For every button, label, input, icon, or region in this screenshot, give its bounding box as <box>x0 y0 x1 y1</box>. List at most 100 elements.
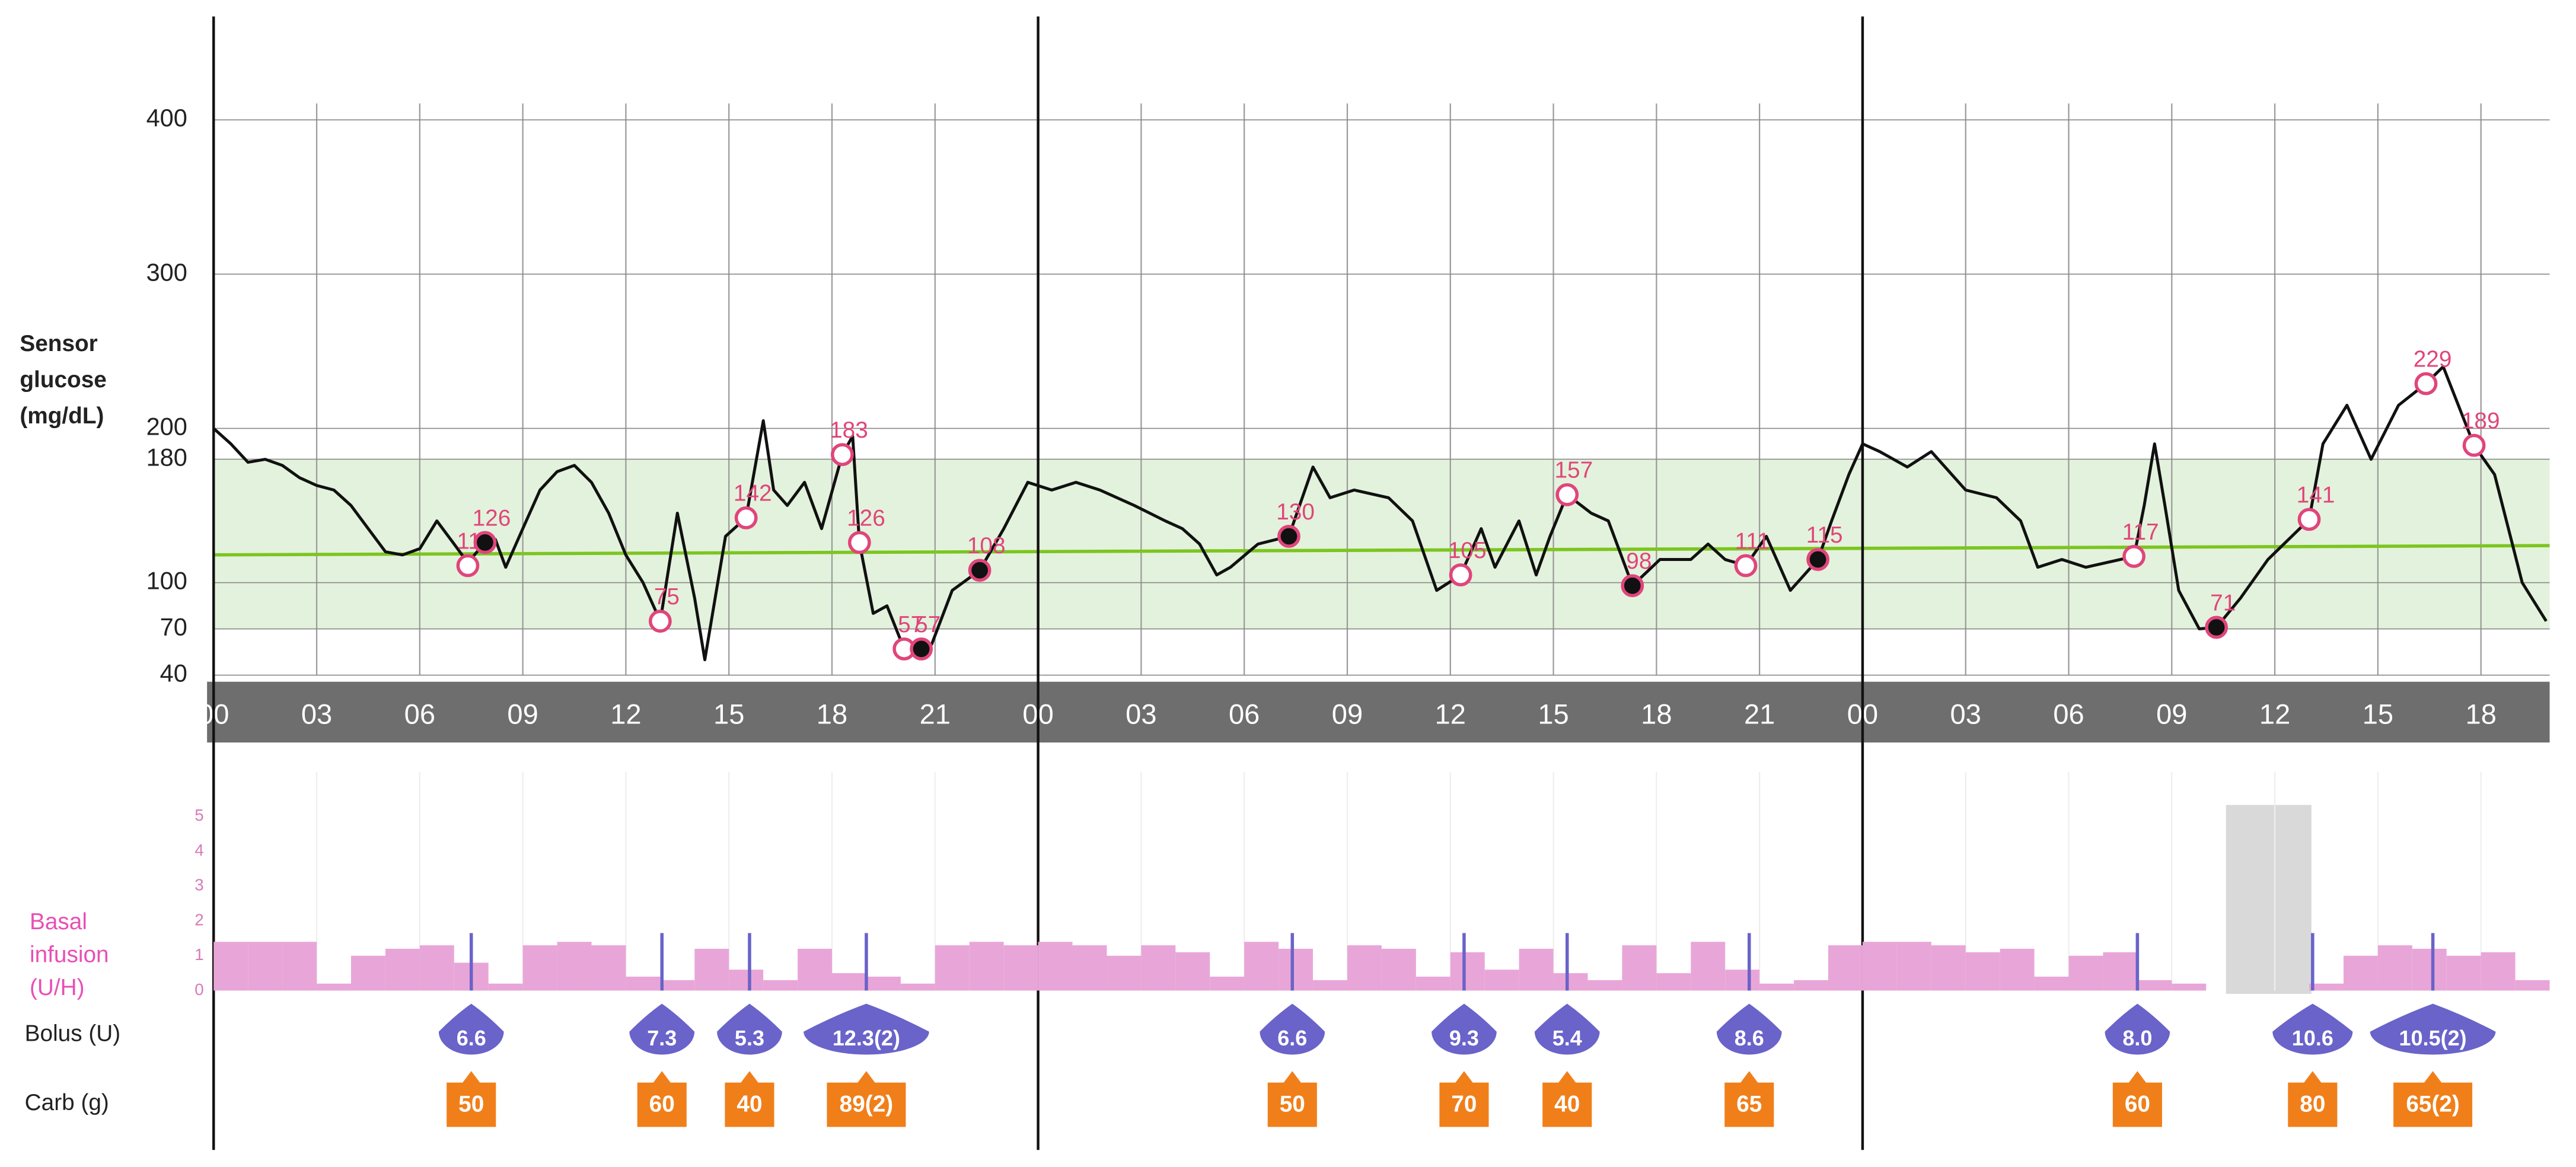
basal-bar <box>1175 952 1210 991</box>
carb-pointer <box>1557 1071 1577 1085</box>
x-tick-label: 06 <box>1229 698 1260 729</box>
basal-tick-label: 4 <box>195 841 203 859</box>
bolus-marker <box>438 1003 504 1055</box>
carb-marker <box>1724 1082 1774 1127</box>
x-tick-label: 15 <box>2363 698 2393 729</box>
basal-bar <box>2481 952 2516 991</box>
basal-bar <box>1381 948 1416 991</box>
x-tick-label: 15 <box>1538 698 1568 729</box>
basal-bar <box>1210 976 1245 991</box>
basal-label: Basal <box>30 909 87 935</box>
carb-label: 80 <box>2300 1092 2325 1117</box>
basal-bar <box>2515 980 2550 991</box>
x-tick-label: 12 <box>610 698 641 729</box>
basal-bar <box>1141 945 1176 991</box>
glucose-marker <box>1806 548 1830 571</box>
glucose-marker <box>2297 508 2321 531</box>
bolus-label: 8.0 <box>2122 1026 2152 1050</box>
basal-bar <box>317 983 351 991</box>
x-tick-label: 21 <box>920 698 951 729</box>
basal-bar <box>1828 945 1863 991</box>
bolus-marker <box>1534 1003 1600 1055</box>
x-tick-label: 09 <box>1332 698 1363 729</box>
glucose-marker <box>2414 372 2438 396</box>
basal-bar <box>1587 980 1622 991</box>
basal-bar <box>2446 955 2481 991</box>
glucose-line <box>212 365 2548 662</box>
basal-bar <box>1759 983 1794 991</box>
basal-bar <box>1622 945 1657 991</box>
carb-label: 40 <box>1554 1092 1580 1117</box>
basal-bar <box>282 942 317 991</box>
bolus-marker <box>1716 1003 1782 1055</box>
carb-label: 60 <box>2125 1092 2150 1117</box>
carb-label: 50 <box>458 1092 484 1117</box>
basal-bar <box>1038 942 1073 991</box>
y-tick-label: 40 <box>160 659 187 687</box>
basal-tick-label: 3 <box>195 876 203 894</box>
marker-label: 130 <box>1276 499 1315 525</box>
y-tick-label: 200 <box>146 412 187 440</box>
y-tick-label: 300 <box>146 258 187 286</box>
basal-bar <box>1862 942 1897 991</box>
basal-bar <box>248 942 283 991</box>
marker-label: 57 <box>898 612 923 637</box>
basal-bar <box>1896 942 1931 991</box>
carb-pointer <box>2422 1071 2443 1085</box>
glucose-label: glucose <box>20 367 107 393</box>
carb-marker <box>827 1082 906 1127</box>
carb-pointer <box>1454 1071 1474 1085</box>
basal-bar <box>557 942 592 991</box>
carb-marker <box>447 1082 496 1127</box>
carb-marker <box>725 1082 774 1127</box>
basal-bar <box>350 955 385 991</box>
x-tick-label: 12 <box>2259 698 2290 729</box>
basal-bar <box>2343 955 2378 991</box>
glucose-marker <box>1555 483 1579 506</box>
x-tick-label: 18 <box>1641 698 1672 729</box>
basal-bar <box>385 948 420 991</box>
basal-bar <box>2377 945 2412 991</box>
glucose-marker <box>1621 574 1644 598</box>
basal-bar <box>1415 976 1450 991</box>
basal-bar <box>900 983 935 991</box>
basal-bar <box>2000 948 2035 991</box>
glucose-marker <box>1734 554 1758 578</box>
basal-label: (U/H) <box>30 975 85 1000</box>
carb-label: 40 <box>737 1092 762 1117</box>
carb-marker <box>1439 1082 1489 1127</box>
carb-label: 60 <box>649 1092 675 1117</box>
x-tick-label: 03 <box>1126 698 1156 729</box>
bolus-marker <box>629 1003 695 1055</box>
target-range <box>213 459 2550 629</box>
marker-label: 98 <box>1626 549 1652 574</box>
bolus-label: Bolus (U) <box>25 1021 121 1047</box>
basal-bar <box>1107 955 1142 991</box>
bolus-label: 7.3 <box>647 1026 677 1050</box>
marker-label: 142 <box>734 481 772 506</box>
bolus-marker <box>1432 1003 1497 1055</box>
glucose-marker <box>830 443 854 467</box>
marker-label: 157 <box>1554 458 1593 483</box>
bolus-label: 6.6 <box>457 1026 486 1050</box>
basal-bar <box>1072 945 1107 991</box>
x-tick-label: 21 <box>1744 698 1775 729</box>
marker-label: 115 <box>1806 522 1843 548</box>
glucose-marker <box>910 637 933 661</box>
basal-bar <box>1003 945 1038 991</box>
carb-label: 50 <box>1280 1092 1305 1117</box>
glucose-marker <box>734 506 758 530</box>
y-tick-label: 100 <box>146 566 187 594</box>
glucose-marker <box>2205 616 2229 639</box>
marker-label: 117 <box>2122 519 2159 545</box>
marker-label: 183 <box>830 417 868 443</box>
basal-bar <box>935 945 970 991</box>
basal-bar <box>1553 973 1588 991</box>
bolus-label: 10.6 <box>2292 1026 2333 1050</box>
basal-bar <box>1656 973 1691 991</box>
marker-label: 108 <box>967 533 1006 559</box>
bolus-label: 5.3 <box>735 1026 764 1050</box>
carb-label: 89(2) <box>840 1092 894 1117</box>
basal-bar <box>694 948 729 991</box>
